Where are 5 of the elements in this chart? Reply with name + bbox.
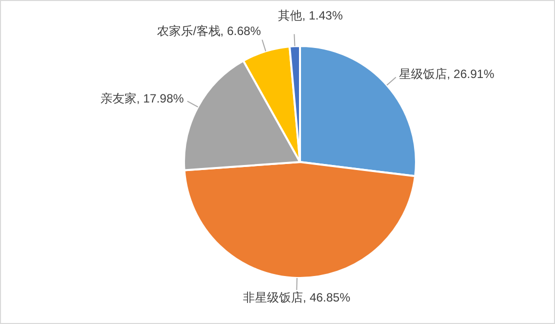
slice-label: 亲友家, 17.98% [100,92,184,106]
slice-label: 非星级饭店, 46.85% [242,290,351,304]
slice-label: 农家乐/客栈, 6.68% [156,24,262,38]
slice-label: 星级饭店, 26.91% [398,66,495,81]
slice-label: 其他, 1.43% [278,8,344,22]
